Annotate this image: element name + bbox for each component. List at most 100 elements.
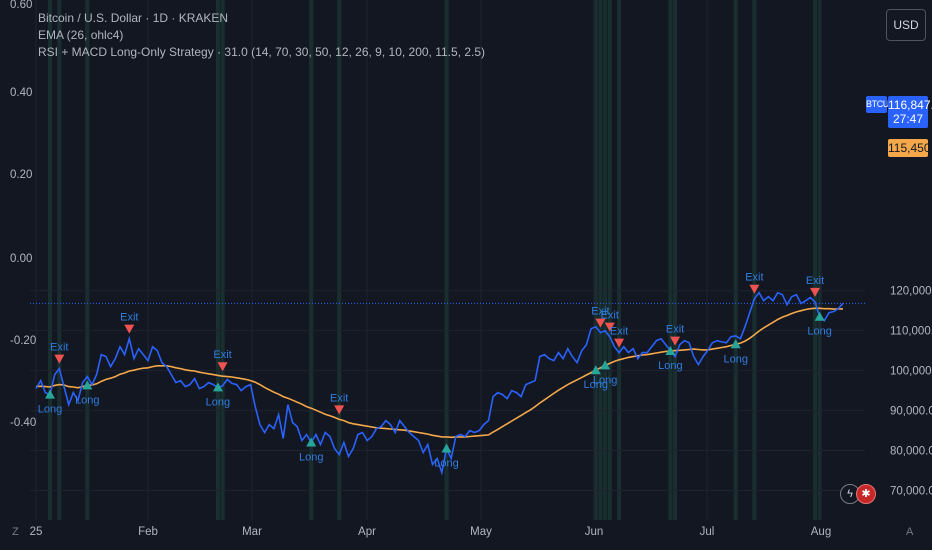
x-axis-tick-7: Aug — [811, 526, 831, 538]
x-axis-tick-6: Jul — [700, 526, 715, 538]
exit-marker-label-17: Exit — [745, 272, 763, 284]
exit-marker-label-15: Exit — [666, 324, 684, 336]
exit-marker-triangle-7 — [334, 405, 345, 415]
exit-marker-triangle-10 — [595, 318, 606, 328]
right-axis-tick-2: 100,000.0 — [890, 366, 932, 378]
log-scale-toggle-left[interactable]: Z — [12, 526, 19, 538]
price-series-line — [35, 291, 844, 476]
exit-marker-label-7: Exit — [330, 392, 348, 404]
session-band-5 — [309, 0, 314, 520]
exit-marker-label-18: Exit — [806, 275, 824, 287]
strategy-indicator-title[interactable]: RSI + MACD Long-Only Strategy · 31.0 (14… — [38, 45, 486, 59]
signal-long-0: Long — [38, 389, 62, 416]
long-marker-label-19: Long — [807, 326, 831, 338]
signal-long-16: Long — [723, 339, 748, 365]
last-price-tag: 116,847.6 27:47 — [888, 96, 932, 128]
exit-marker-label-13: Exit — [610, 326, 628, 338]
signal-exit-15: Exit — [666, 324, 684, 346]
long-marker-label-4: Long — [206, 396, 230, 408]
long-marker-label-2: Long — [75, 394, 99, 406]
long-marker-triangle-9 — [590, 365, 601, 375]
exit-marker-triangle-15 — [670, 336, 681, 346]
long-marker-label-9: Long — [584, 379, 608, 391]
exit-marker-label-10: Exit — [591, 306, 609, 318]
session-band-8 — [593, 0, 598, 520]
long-marker-label-0: Long — [38, 404, 62, 416]
signal-long-19: Long — [807, 311, 832, 338]
session-band-7 — [444, 0, 449, 520]
session-band-3 — [215, 0, 220, 520]
session-band-10 — [603, 0, 608, 520]
signal-long-2: Long — [75, 380, 100, 406]
signal-exit-18: Exit — [806, 275, 824, 297]
signal-exit-5: Exit — [213, 349, 232, 372]
ema-series-line — [35, 307, 843, 439]
long-marker-triangle-0 — [44, 389, 55, 399]
x-axis-tick-5: Jun — [585, 526, 604, 538]
long-marker-label-14: Long — [658, 360, 682, 372]
long-marker-triangle-16 — [730, 339, 741, 349]
signal-long-14: Long — [658, 346, 683, 372]
signal-long-6: Long — [299, 437, 323, 464]
left-axis-tick-2: 0.20 — [10, 169, 32, 181]
session-band-15 — [733, 0, 738, 520]
right-axis-tick-0: 120,000.0 — [890, 286, 932, 298]
session-band-0 — [47, 0, 52, 520]
exit-marker-triangle-12 — [604, 322, 615, 332]
right-axis-tick-3: 90,000.0 — [890, 406, 932, 418]
signal-exit-12: Exit — [601, 310, 619, 332]
session-band-16 — [752, 0, 757, 520]
session-band-9 — [598, 0, 603, 520]
exit-marker-label-5: Exit — [213, 349, 231, 361]
session-band-6 — [337, 0, 342, 520]
signal-long-9: Long — [584, 365, 608, 391]
exit-marker-triangle-18 — [810, 287, 821, 297]
session-band-12 — [617, 0, 622, 520]
session-band-13 — [668, 0, 673, 520]
signal-markers: LongExitLongExitLongExitLongExitLongLong… — [38, 272, 832, 470]
currency-button[interactable]: USD — [886, 9, 926, 41]
long-marker-triangle-11 — [600, 360, 611, 370]
x-axis-tick-4: May — [470, 526, 492, 538]
session-band-14 — [673, 0, 678, 520]
signal-long-8: Long — [434, 443, 459, 470]
signal-long-11: Long — [593, 360, 617, 386]
ema-indicator-title[interactable]: EMA (26, ohlc4) — [38, 28, 124, 42]
x-axis-tick-0: 25 — [30, 526, 43, 538]
signal-exit-10: Exit — [591, 306, 610, 328]
axis-labels: 120,000.0 110,000.0 100,000.0 90,000.0 80,00… — [10, 0, 932, 538]
exit-marker-triangle-13 — [614, 338, 625, 348]
long-marker-label-11: Long — [593, 374, 617, 386]
left-axis-tick-3: 0.00 — [10, 253, 32, 265]
signal-exit-1: Exit — [50, 342, 68, 364]
us-flag-icon[interactable]: ✱ — [856, 484, 876, 504]
session-band-18 — [817, 0, 822, 520]
long-marker-label-16: Long — [723, 353, 747, 365]
session-band-2 — [85, 0, 90, 520]
session-band-11 — [607, 0, 612, 520]
auto-scale-toggle[interactable]: A — [906, 526, 914, 538]
x-axis-tick-3: Apr — [358, 526, 376, 538]
exit-marker-label-1: Exit — [50, 342, 68, 354]
exit-marker-label-3: Exit — [120, 312, 138, 324]
symbol-title[interactable]: Bitcoin / U.S. Dollar · 1D · KRAKEN — [38, 11, 229, 25]
signal-exit-3: Exit — [120, 312, 138, 334]
right-axis-tick-5: 70,000.0 — [890, 485, 932, 497]
long-marker-triangle-19 — [814, 311, 825, 321]
x-axis-tick-1: Feb — [138, 526, 158, 538]
long-marker-label-6: Long — [299, 452, 323, 464]
session-band-4 — [220, 0, 225, 520]
left-axis-tick-0: 0.60 — [10, 0, 32, 11]
long-marker-triangle-4 — [212, 382, 223, 392]
long-marker-label-8: Long — [434, 458, 458, 470]
exit-marker-triangle-17 — [749, 284, 760, 294]
signal-exit-13: Exit — [610, 326, 628, 348]
signal-long-4: Long — [206, 382, 230, 408]
session-bands — [47, 0, 822, 520]
chart-legend: Bitcoin / U.S. Dollar · 1D · KRAKEN EMA … — [38, 10, 485, 61]
ema-price-tag: 115,450.3 — [888, 139, 932, 157]
left-axis-tick-4: -0.20 — [10, 335, 36, 347]
signal-exit-17: Exit — [745, 272, 764, 294]
signal-exit-7: Exit — [330, 392, 348, 415]
